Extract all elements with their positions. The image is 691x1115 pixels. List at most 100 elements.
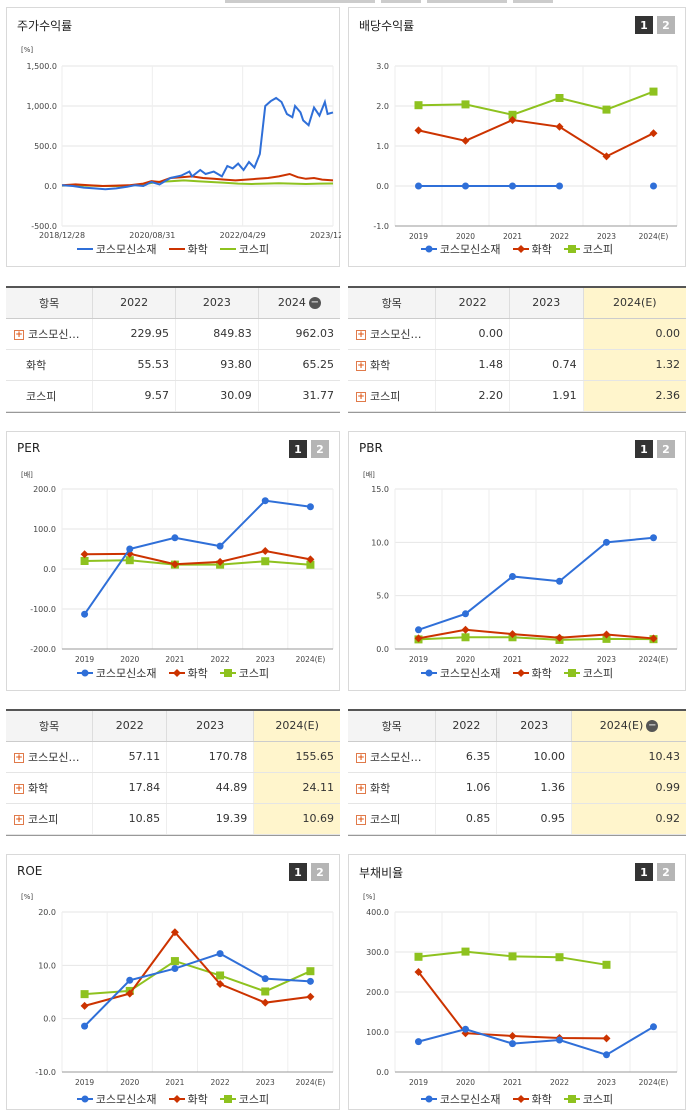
data-point[interactable] bbox=[306, 967, 315, 976]
row-name-cell[interactable]: + 코스모신… bbox=[348, 741, 437, 773]
data-point[interactable] bbox=[261, 557, 270, 566]
data-point[interactable] bbox=[216, 950, 224, 958]
legend-item-kospi[interactable]: 코스피 bbox=[563, 665, 613, 681]
view-1-button[interactable]: 1 bbox=[635, 16, 653, 34]
data-point[interactable] bbox=[649, 129, 658, 138]
view-1-button[interactable]: 1 bbox=[635, 863, 653, 881]
data-point[interactable] bbox=[126, 545, 134, 553]
per-chart[interactable]: 200.0 100.0 0.0 -100.0 -200.0 2019 2020 2021 202… bbox=[7, 432, 341, 692]
data-point[interactable] bbox=[461, 1029, 470, 1038]
data-point[interactable] bbox=[509, 182, 516, 190]
expand-icon[interactable]: + bbox=[356, 329, 366, 340]
data-point[interactable] bbox=[125, 989, 134, 998]
view-1-button[interactable]: 1 bbox=[635, 440, 653, 458]
collapse-icon[interactable]: − bbox=[646, 720, 659, 733]
data-point[interactable] bbox=[261, 547, 270, 556]
row-name-cell[interactable]: + 코스모신… bbox=[6, 318, 94, 350]
row-name-cell[interactable]: + 코스피 bbox=[348, 803, 437, 835]
legend-item-chem[interactable]: 화학 bbox=[168, 241, 208, 257]
data-point[interactable] bbox=[650, 534, 657, 542]
legend-item-company[interactable]: 코스모신소재 bbox=[420, 1091, 501, 1107]
legend-item-kospi[interactable]: 코스피 bbox=[219, 1091, 269, 1107]
data-point[interactable] bbox=[555, 122, 564, 131]
expand-icon[interactable]: + bbox=[356, 783, 366, 794]
data-point[interactable] bbox=[556, 577, 563, 585]
data-point[interactable] bbox=[261, 497, 269, 505]
data-point[interactable] bbox=[509, 1040, 516, 1048]
data-point[interactable] bbox=[80, 990, 89, 999]
legend-item-company[interactable]: 코스모신소재 bbox=[420, 665, 501, 681]
data-point[interactable] bbox=[216, 980, 225, 988]
data-point[interactable] bbox=[414, 101, 423, 110]
data-point[interactable] bbox=[556, 182, 563, 190]
debt-ratio-chart[interactable]: 400.0 300.0 200.0 100.0 0.0 2019 2020 2021 2022 2… bbox=[349, 855, 687, 1111]
data-point[interactable] bbox=[171, 965, 179, 973]
data-point[interactable] bbox=[306, 992, 315, 1001]
data-point[interactable] bbox=[462, 610, 469, 618]
data-point[interactable] bbox=[508, 110, 517, 119]
row-name-cell[interactable]: + 코스피 bbox=[6, 803, 94, 835]
data-point[interactable] bbox=[170, 928, 179, 937]
view-2-button[interactable]: 2 bbox=[311, 440, 329, 458]
legend-item-company[interactable]: 코스모신소재 bbox=[76, 1091, 157, 1107]
data-point[interactable] bbox=[603, 538, 610, 546]
data-point[interactable] bbox=[216, 971, 225, 980]
data-point[interactable] bbox=[461, 625, 470, 634]
expand-icon[interactable]: + bbox=[14, 752, 24, 763]
data-point[interactable] bbox=[650, 1023, 657, 1031]
data-point[interactable] bbox=[261, 987, 270, 996]
collapse-icon[interactable]: − bbox=[308, 297, 321, 310]
data-point[interactable] bbox=[414, 968, 423, 976]
data-point[interactable] bbox=[602, 630, 611, 639]
view-2-button[interactable]: 2 bbox=[657, 440, 675, 458]
data-point[interactable] bbox=[126, 976, 134, 984]
view-2-button[interactable]: 2 bbox=[657, 863, 675, 881]
row-name-cell[interactable]: + 화학 bbox=[348, 349, 437, 381]
data-point[interactable] bbox=[602, 634, 611, 643]
legend-item-chem[interactable]: 화학 bbox=[168, 1091, 208, 1107]
data-point[interactable] bbox=[649, 87, 658, 96]
data-point[interactable] bbox=[508, 952, 517, 961]
legend-item-chem[interactable]: 화학 bbox=[512, 241, 552, 257]
data-point[interactable] bbox=[461, 136, 470, 145]
data-point[interactable] bbox=[602, 152, 611, 161]
data-point[interactable] bbox=[414, 634, 423, 643]
data-point[interactable] bbox=[555, 633, 564, 642]
data-point[interactable] bbox=[216, 542, 224, 550]
data-point[interactable] bbox=[306, 977, 314, 985]
data-point[interactable] bbox=[461, 947, 470, 956]
expand-icon[interactable]: + bbox=[14, 329, 24, 340]
data-point[interactable] bbox=[415, 1038, 422, 1046]
data-point[interactable] bbox=[602, 960, 611, 969]
data-point[interactable] bbox=[461, 100, 470, 109]
pbr-chart[interactable]: 15.0 10.0 5.0 0.0 2019 2020 2021 2022 2023 2024(E… bbox=[349, 432, 687, 692]
legend-item-chem[interactable]: 화학 bbox=[512, 1091, 552, 1107]
row-name-cell[interactable]: + 화학 bbox=[6, 772, 94, 804]
data-point[interactable] bbox=[462, 1025, 469, 1033]
data-point[interactable] bbox=[555, 94, 564, 102]
data-point[interactable] bbox=[170, 560, 179, 569]
data-point[interactable] bbox=[556, 1036, 563, 1044]
legend-item-company[interactable]: 코스모신소재 bbox=[76, 665, 157, 681]
data-point[interactable] bbox=[508, 116, 517, 124]
roe-chart[interactable]: 20.0 10.0 0.0 -10.0 2019 2020 2021 2022 2023 2024… bbox=[7, 855, 341, 1111]
view-1-button[interactable]: 1 bbox=[289, 863, 307, 881]
data-point[interactable] bbox=[81, 610, 89, 618]
legend-item-kospi[interactable]: 코스피 bbox=[563, 1091, 613, 1107]
data-point[interactable] bbox=[261, 998, 270, 1007]
row-name-cell[interactable]: + 화학 bbox=[348, 772, 437, 804]
dividend-chart[interactable]: 3.0 2.0 1.0 0.0 -1.0 2019 2020 2021 2022 2023 2024… bbox=[349, 8, 687, 268]
legend-item-kospi[interactable]: 코스피 bbox=[219, 665, 269, 681]
data-point[interactable] bbox=[602, 1034, 611, 1043]
expand-icon[interactable]: + bbox=[14, 814, 24, 825]
data-point[interactable] bbox=[650, 182, 657, 190]
legend-item-company[interactable]: 코스모신소재 bbox=[420, 241, 501, 257]
data-point[interactable] bbox=[306, 560, 315, 569]
legend-item-chem[interactable]: 화학 bbox=[512, 665, 552, 681]
data-point[interactable] bbox=[508, 1032, 517, 1040]
data-point[interactable] bbox=[306, 555, 315, 564]
data-point[interactable] bbox=[603, 1051, 610, 1059]
data-point[interactable] bbox=[170, 957, 179, 966]
data-point[interactable] bbox=[461, 633, 470, 642]
